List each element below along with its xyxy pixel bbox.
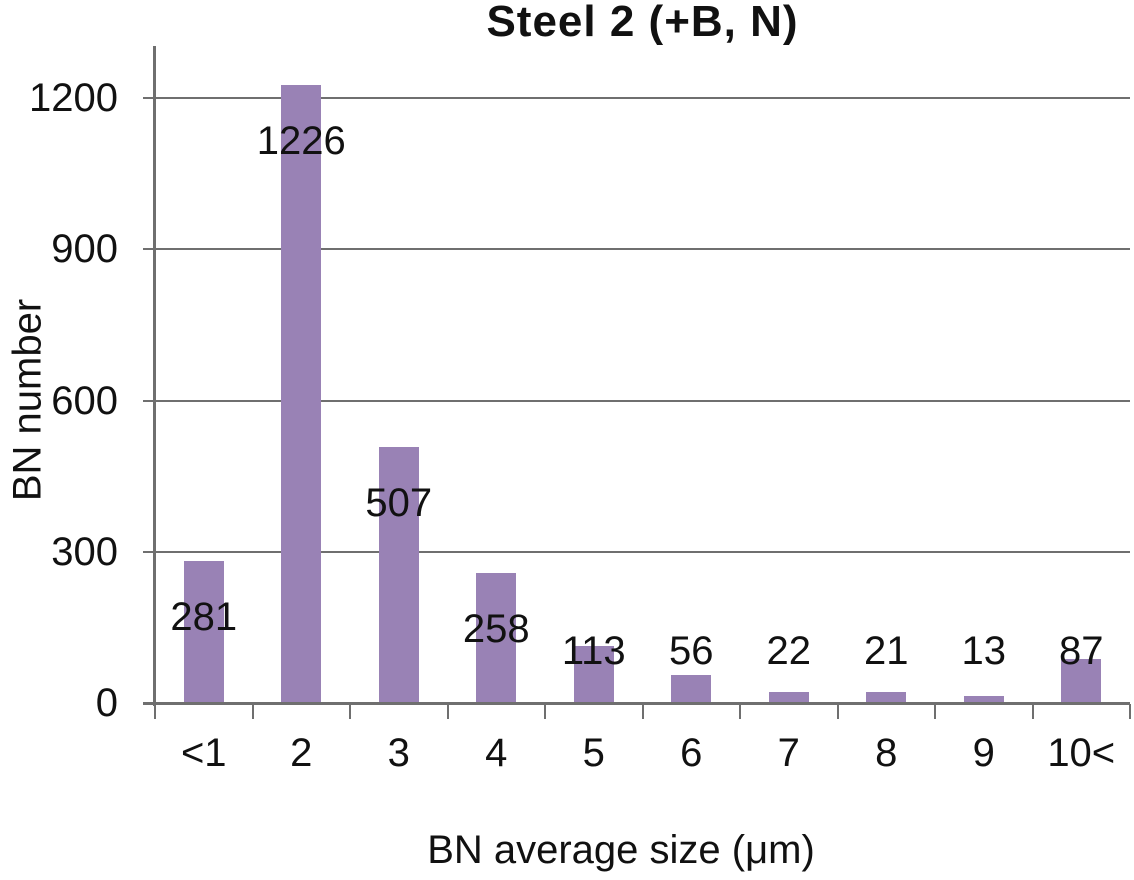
- bar: [671, 674, 712, 703]
- x-axis-tick: [739, 704, 741, 719]
- bar: [768, 691, 809, 703]
- bar-value-label: 1226: [256, 118, 346, 163]
- x-tick-label: 10<: [1047, 731, 1116, 775]
- y-tick-label: 300: [51, 529, 118, 574]
- x-axis-title: BN average size (μm): [427, 828, 815, 872]
- bar-value-label: 281: [170, 595, 238, 640]
- x-axis-tick: [1031, 704, 1034, 719]
- bar-value-label: 507: [365, 481, 433, 526]
- x-tick-label: 3: [387, 731, 410, 775]
- bar: [281, 84, 322, 703]
- x-axis-tick: [154, 704, 156, 719]
- bar: [476, 572, 517, 703]
- y-tick-label: 600: [51, 378, 118, 423]
- y-axis-tick: [143, 550, 155, 553]
- y-axis-tick: [143, 399, 155, 402]
- chart-title: Steel 2 (+B, N): [486, 0, 799, 46]
- bar: [963, 696, 1004, 703]
- gridline: [155, 399, 1130, 402]
- bar-value-label: 21: [864, 629, 909, 673]
- x-tick-label: 6: [680, 731, 703, 775]
- x-axis-tick: [349, 704, 351, 719]
- bar-value-label: 13: [961, 629, 1007, 673]
- bar: [573, 646, 614, 703]
- x-axis-tick: [446, 704, 449, 719]
- y-axis-tick: [143, 97, 155, 99]
- x-axis-tick: [1129, 704, 1131, 719]
- x-tick-label: 2: [290, 731, 313, 775]
- y-axis-tick: [143, 248, 155, 251]
- x-tick-label: 5: [582, 731, 605, 775]
- bar-value-label: 56: [669, 629, 714, 673]
- bar: [378, 447, 419, 703]
- gridline: [155, 550, 1130, 553]
- x-axis-tick: [836, 704, 839, 719]
- bar: [183, 561, 224, 703]
- x-axis-line: [143, 702, 1130, 705]
- bar-value-label: 258: [462, 606, 530, 651]
- bar-value-label: 113: [561, 629, 626, 673]
- gridline: [155, 97, 1130, 99]
- x-tick-label: 7: [777, 731, 800, 775]
- bar: [866, 692, 907, 703]
- x-tick-label: 9: [972, 731, 995, 775]
- bar-value-label: 87: [1059, 629, 1104, 673]
- x-tick-label: 8: [875, 731, 898, 775]
- y-axis-line: [153, 46, 156, 706]
- bar-value-label: 22: [766, 629, 812, 673]
- x-axis-tick: [934, 704, 936, 719]
- x-tick-label: <1: [180, 731, 227, 775]
- x-axis-tick: [251, 704, 254, 719]
- x-axis-tick: [544, 704, 546, 719]
- bar: [1061, 659, 1102, 703]
- y-tick-label: 1200: [29, 76, 118, 120]
- y-tick-label: 900: [51, 227, 118, 272]
- x-axis-tick: [641, 704, 644, 719]
- y-tick-label: 0: [95, 681, 118, 725]
- gridline: [155, 248, 1130, 251]
- x-tick-label: 4: [485, 731, 508, 775]
